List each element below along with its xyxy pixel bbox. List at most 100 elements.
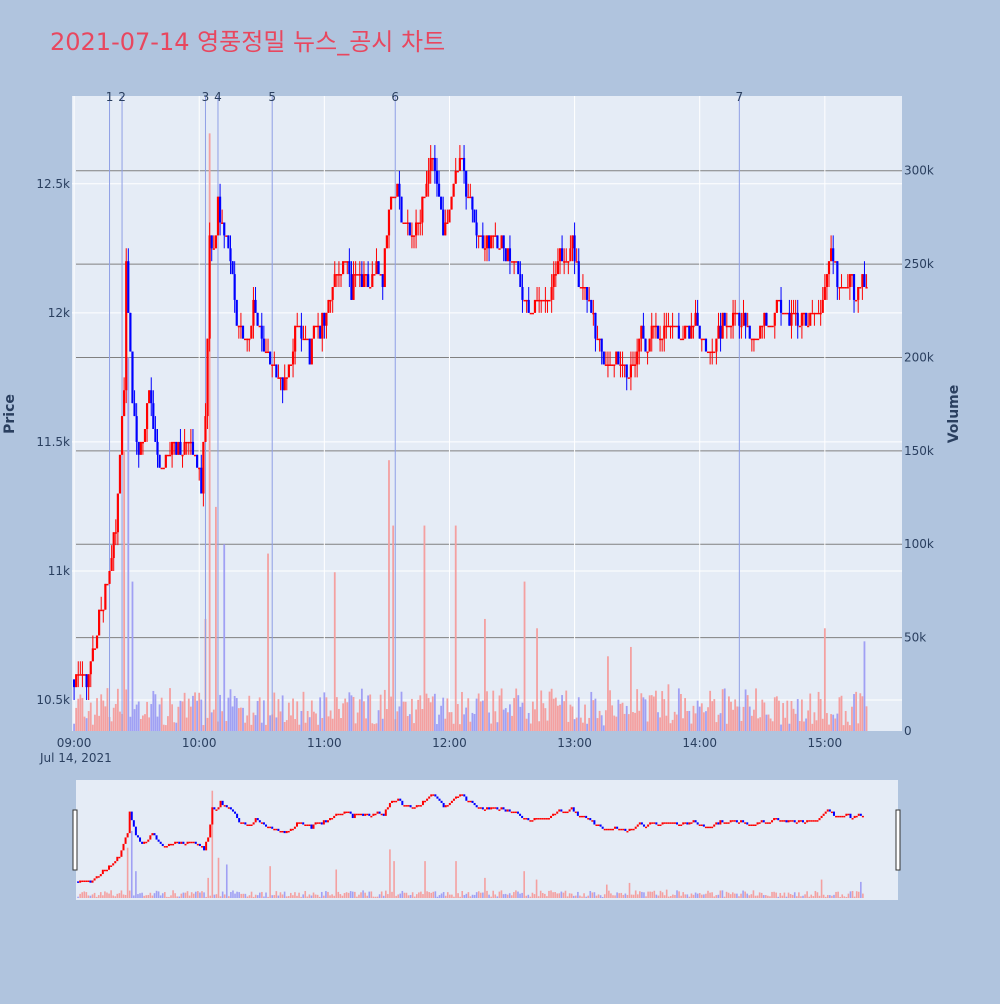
candle-body <box>239 325 243 328</box>
mini-candle <box>684 822 687 824</box>
range-slider-right-handle[interactable] <box>895 809 901 871</box>
volume-bar <box>81 697 84 731</box>
mini-volume-bar <box>748 895 751 898</box>
volume-bar <box>692 705 695 731</box>
candle-body <box>636 351 639 365</box>
volume-bar <box>659 717 661 731</box>
volume-bar <box>269 715 272 731</box>
volume-bar <box>717 714 720 731</box>
mini-volume-bar <box>769 896 771 898</box>
mini-volume-bar <box>382 895 385 898</box>
candle-body <box>727 325 731 328</box>
volume-bar <box>519 706 522 731</box>
mini-volume-bar <box>126 847 129 898</box>
volume-bar <box>521 702 524 731</box>
volume-bar <box>655 690 657 731</box>
mini-volume-bar <box>837 891 839 898</box>
mini-candle <box>737 822 740 824</box>
mini-volume-bar <box>236 891 238 898</box>
mini-candle <box>731 820 734 822</box>
candle-body <box>81 674 84 676</box>
mini-candle <box>221 800 224 806</box>
mini-candle <box>733 820 736 822</box>
mini-volume-bar <box>581 896 583 898</box>
volume-bar <box>342 703 345 731</box>
volume-bar <box>619 703 622 731</box>
volume-bar <box>646 721 649 731</box>
volume-bar <box>713 699 716 731</box>
mini-candle <box>141 841 144 844</box>
range-slider-left-handle[interactable] <box>72 809 78 871</box>
x-tick-label: 13:00 <box>557 736 592 750</box>
candle-body <box>371 274 374 288</box>
candle-body <box>558 248 562 262</box>
mini-candle <box>452 798 455 801</box>
mini-volume-bar <box>438 895 441 898</box>
candle-body <box>663 325 666 339</box>
mini-volume-bar <box>422 894 424 898</box>
mini-volume-bar <box>320 891 323 898</box>
mini-candle <box>791 820 794 822</box>
candle-body <box>583 287 587 289</box>
mini-candle <box>242 822 245 824</box>
volume-bar <box>413 723 415 731</box>
candle-body <box>650 325 653 339</box>
volume-bar <box>836 713 839 731</box>
volume-bar <box>189 706 192 731</box>
mini-candle <box>486 807 488 810</box>
volume-bar <box>406 716 409 731</box>
volume-bar <box>85 718 88 731</box>
candle-body <box>479 235 482 237</box>
mini-candle <box>283 830 286 834</box>
mini-candle <box>351 813 354 819</box>
volume-bar <box>119 711 121 731</box>
mini-volume-bar <box>477 891 480 898</box>
candle-body <box>527 299 530 313</box>
candle-body <box>794 312 797 315</box>
volume-bar <box>365 718 367 731</box>
candle-body <box>256 312 259 326</box>
candle-body <box>214 235 217 249</box>
mini-candle <box>494 807 497 809</box>
candle-body <box>721 312 724 339</box>
volume-bar <box>694 713 697 731</box>
mini-volume-bar <box>614 895 616 898</box>
volume-bar <box>742 706 745 731</box>
volume-bar <box>281 695 284 731</box>
mini-volume-bar <box>306 896 309 898</box>
volume-bar <box>302 691 305 731</box>
mini-candle <box>275 828 278 831</box>
candle-body <box>644 338 647 352</box>
volume-bar <box>567 721 570 731</box>
mini-volume-bar <box>750 894 753 898</box>
mini-candle <box>108 865 111 870</box>
mini-candle <box>835 815 838 818</box>
volume-bar <box>137 701 140 731</box>
y-tick-label: 11k <box>48 564 70 578</box>
mini-volume-bar <box>380 891 383 898</box>
candle-body <box>72 679 76 688</box>
mini-candle <box>211 807 214 825</box>
candle-body <box>750 338 753 341</box>
mini-candle <box>240 822 243 824</box>
candle-body <box>704 338 708 352</box>
volume-bar <box>379 694 382 731</box>
mini-volume-bar <box>860 881 862 898</box>
volume-bar <box>536 628 538 731</box>
mini-candle <box>620 828 623 831</box>
mini-volume-bar <box>841 894 844 898</box>
candle-body <box>715 338 718 352</box>
candle-body <box>296 325 299 328</box>
mini-candle <box>552 813 555 816</box>
mini-candle <box>370 815 373 818</box>
volume-bar <box>260 722 263 731</box>
mini-candle <box>799 820 802 822</box>
range-slider[interactable] <box>72 780 901 900</box>
mini-volume-bar <box>351 891 354 898</box>
candle-body <box>759 325 762 339</box>
volume-bar <box>613 715 616 731</box>
volume-bar <box>700 703 703 731</box>
mini-candle <box>267 826 270 829</box>
mini-candle <box>828 809 831 812</box>
candle-body <box>187 441 190 444</box>
